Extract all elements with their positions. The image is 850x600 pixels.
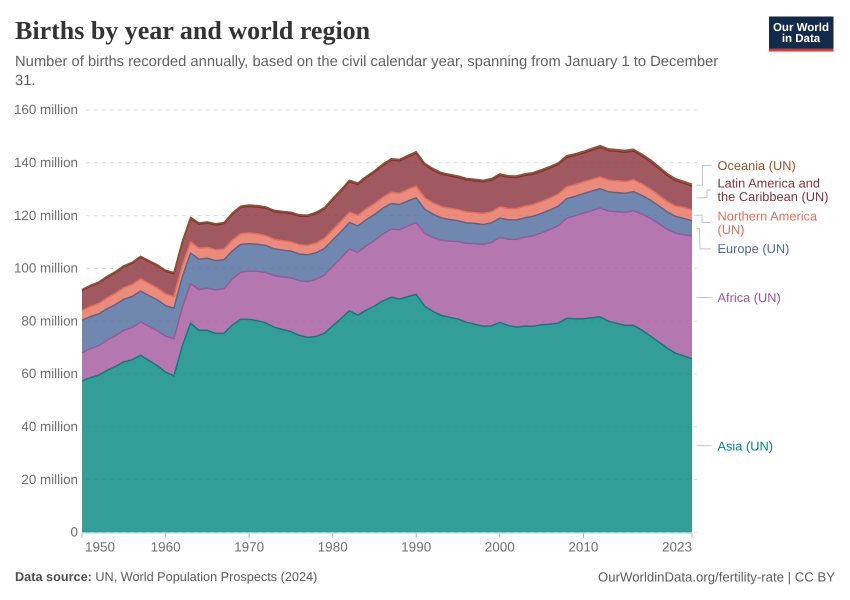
svg-text:1980: 1980 <box>318 540 348 555</box>
svg-text:Europe (UN): Europe (UN) <box>718 241 790 256</box>
svg-text:1950: 1950 <box>85 540 115 555</box>
svg-text:140 million: 140 million <box>14 155 78 170</box>
svg-text:0: 0 <box>71 525 78 540</box>
svg-text:80 million: 80 million <box>21 313 78 328</box>
svg-text:20 million: 20 million <box>21 472 78 487</box>
svg-text:Number of births recorded annu: Number of births recorded annually, base… <box>15 54 718 70</box>
svg-text:Northern America: Northern America <box>718 208 818 223</box>
svg-text:the Caribbean (UN): the Caribbean (UN) <box>718 189 829 204</box>
svg-text:2000: 2000 <box>485 540 515 555</box>
svg-text:Oceania (UN): Oceania (UN) <box>718 158 796 173</box>
svg-text:Our World: Our World <box>773 22 829 34</box>
svg-text:1960: 1960 <box>151 540 181 555</box>
svg-text:31.: 31. <box>15 73 36 89</box>
svg-text:(UN): (UN) <box>718 222 745 237</box>
svg-text:120 million: 120 million <box>14 208 78 223</box>
svg-text:Asia (UN): Asia (UN) <box>718 438 773 453</box>
svg-text:40 million: 40 million <box>21 419 78 434</box>
svg-text:60 million: 60 million <box>21 366 78 381</box>
svg-text:Births by year and world regio: Births by year and world region <box>15 16 371 45</box>
svg-text:2023: 2023 <box>662 540 692 555</box>
svg-text:160 million: 160 million <box>14 102 78 117</box>
svg-text:OurWorldinData.org/fertility-r: OurWorldinData.org/fertility-rate | CC B… <box>598 570 835 585</box>
svg-text:1970: 1970 <box>234 540 264 555</box>
svg-text:Africa (UN): Africa (UN) <box>718 290 781 305</box>
svg-text:100 million: 100 million <box>14 261 78 276</box>
svg-text:1990: 1990 <box>401 540 431 555</box>
svg-text:in Data: in Data <box>782 33 821 45</box>
svg-text:2010: 2010 <box>568 540 598 555</box>
svg-text:Latin America and: Latin America and <box>718 175 820 190</box>
svg-text:Data source: UN, World Populat: Data source: UN, World Population Prospe… <box>15 570 317 584</box>
